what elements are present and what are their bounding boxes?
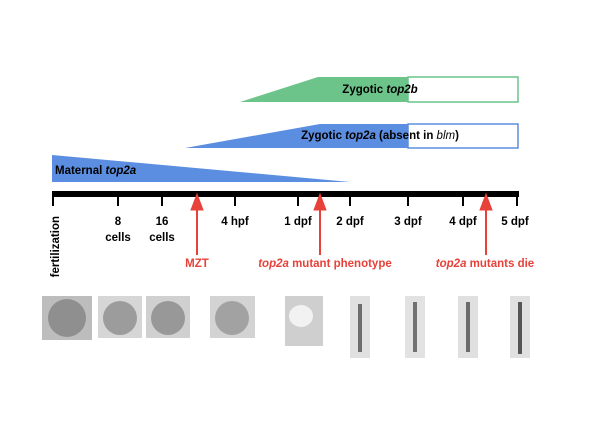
maternal-top2a-wedge xyxy=(52,155,350,182)
embryo-images xyxy=(42,296,530,358)
label-part: Zygotic xyxy=(342,84,386,96)
label-part: top2a xyxy=(436,258,467,270)
label: top2a mutants die xyxy=(436,258,534,270)
image-detail xyxy=(466,302,470,352)
zygotic-top2b-box xyxy=(407,76,519,103)
label-part: top2a xyxy=(258,258,289,270)
label-part: Maternal xyxy=(55,165,106,177)
label-part: mutant phenotype xyxy=(289,258,392,270)
zygotic-top2a-ramp xyxy=(185,124,408,148)
arrow-head xyxy=(190,192,204,211)
arrow-head xyxy=(479,192,493,211)
timeline-label: 5 dpf xyxy=(501,216,529,228)
timeline-label: 4 dpf xyxy=(449,216,477,228)
label-part: blm xyxy=(437,130,456,142)
label-part: Zygotic xyxy=(301,130,345,142)
label: MZT xyxy=(185,258,209,270)
image-detail xyxy=(413,302,417,352)
image-detail xyxy=(358,304,362,352)
arrow-head xyxy=(313,192,327,211)
timeline-label: 16 xyxy=(156,216,169,228)
timeline-label: 2 dpf xyxy=(336,216,364,228)
image-detail xyxy=(151,301,185,335)
label-part: top2b xyxy=(386,84,417,96)
timeline-label: cells xyxy=(105,232,131,244)
timeline-label: 4 hpf xyxy=(221,216,249,228)
label: Zygotic top2a (absent in blm) xyxy=(301,130,459,142)
image-detail xyxy=(518,302,522,354)
label: top2a mutant phenotype xyxy=(258,258,392,270)
image-detail xyxy=(103,301,137,335)
timeline-label: 8 xyxy=(115,216,122,228)
label-part: ) xyxy=(455,130,459,142)
zygotic-top2a-box xyxy=(407,123,519,149)
image-detail xyxy=(289,305,313,327)
label: Maternal top2a xyxy=(55,165,137,177)
arrows xyxy=(190,192,493,255)
timeline-bar xyxy=(52,191,519,197)
zygotic-top2b-ramp xyxy=(240,77,408,102)
label-part: mutants die xyxy=(466,258,534,270)
image-detail xyxy=(215,301,249,335)
label: Zygotic top2b xyxy=(342,84,417,96)
label-part: MZT xyxy=(185,258,209,270)
timeline-label: fertilization xyxy=(50,216,62,277)
timeline-label: cells xyxy=(149,232,175,244)
label-part: top2a xyxy=(345,130,376,142)
label-part: top2a xyxy=(106,165,137,177)
timeline-label: 1 dpf xyxy=(284,216,312,228)
timeline-label: 3 dpf xyxy=(394,216,422,228)
image-detail xyxy=(48,299,86,337)
label-part: (absent in xyxy=(376,130,437,142)
